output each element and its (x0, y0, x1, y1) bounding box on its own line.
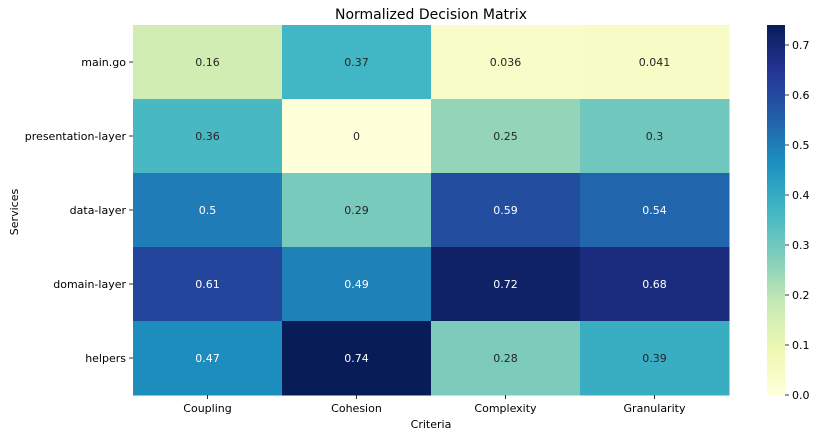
heatmap-cell-presentation-layer-coupling (133, 99, 283, 174)
cell-value-label: 0.25 (493, 130, 518, 143)
y-tick-label-main-go: main.go (81, 56, 126, 69)
heatmap-cell-main-go-cohesion (282, 25, 432, 100)
cell-value-label: 0.3 (646, 130, 664, 143)
cell-value-label: 0.74 (344, 352, 369, 365)
y-tick-label-data-layer: data-layer (70, 204, 127, 217)
x-tick-label-coupling: Coupling (183, 402, 231, 415)
cell-value-label: 0.59 (493, 204, 518, 217)
chart-title: Normalized Decision Matrix (335, 7, 527, 23)
x-tick-label-complexity: Complexity (474, 402, 537, 415)
y-axis: main.go presentation-layer data-layer domai… (25, 56, 133, 365)
cell-value-label: 0.37 (344, 56, 369, 69)
heatmap-cell-data-layer-granularity (580, 173, 730, 248)
colorbar-tick-label: 0.2 (792, 289, 810, 302)
cell-value-label: 0.36 (195, 130, 220, 143)
cell-value-label: 0.29 (344, 204, 369, 217)
colorbar-tick-label: 0.7 (792, 39, 810, 52)
heatmap-cell-helpers-coupling (133, 321, 283, 396)
heatmap-cell-data-layer-coupling (133, 173, 283, 248)
x-tick-label-cohesion: Cohesion (331, 402, 382, 415)
y-tick-label-presentation-layer: presentation-layer (25, 130, 127, 143)
heatmap-cell-domain-layer-coupling (133, 247, 283, 322)
cell-value-label: 0.68 (642, 278, 667, 291)
x-tick-label-granularity: Granularity (624, 402, 686, 415)
colorbar: 0.0 0.1 0.2 0.3 0.4 0.5 0.6 0.7 (767, 25, 810, 402)
heatmap-cell-presentation-layer-complexity (431, 99, 581, 174)
heatmap-cell-presentation-layer-cohesion (282, 99, 432, 174)
colorbar-tick-label: 0.1 (792, 339, 810, 352)
heatmap-cell-data-layer-complexity (431, 173, 581, 248)
heatmap-cell-domain-layer-complexity (431, 247, 581, 322)
y-axis-label: Services (8, 189, 21, 236)
heatmap-cell-presentation-layer-granularity (580, 99, 730, 174)
heatmap-cell-domain-layer-cohesion (282, 247, 432, 322)
colorbar-gradient (767, 25, 785, 395)
cell-value-label: 0.54 (642, 204, 667, 217)
heatmap-cell-helpers-granularity (580, 321, 730, 396)
cell-value-label: 0.61 (195, 278, 220, 291)
colorbar-tick-label: 0.6 (792, 89, 810, 102)
heatmap-cell-helpers-cohesion (282, 321, 432, 396)
heatmap-cell-main-go-complexity (431, 25, 581, 100)
cell-value-label: 0.49 (344, 278, 369, 291)
y-tick-label-domain-layer: domain-layer (53, 278, 126, 291)
cell-value-label: 0.5 (199, 204, 217, 217)
x-axis-label: Criteria (411, 418, 452, 431)
heatmap-cell-helpers-complexity (431, 321, 581, 396)
colorbar-tick-label: 0.3 (792, 239, 810, 252)
heatmap-cell-data-layer-cohesion (282, 173, 432, 248)
x-axis: Coupling Cohesion Complexity Granularity (183, 395, 686, 415)
cell-value-label: 0 (353, 130, 360, 143)
cell-value-label: 0.16 (195, 56, 220, 69)
colorbar-tick-label: 0.4 (792, 189, 810, 202)
heatmap-cell-main-go-coupling (133, 25, 283, 100)
cell-value-label: 0.72 (493, 278, 518, 291)
colorbar-tick-label: 0.5 (792, 139, 810, 152)
heatmap-cells: 0.16 0.37 0.036 0.041 0.36 0 0.25 0.3 0.5 0.29 0.5… (133, 25, 730, 396)
cell-value-label: 0.041 (639, 56, 671, 69)
y-tick-label-helpers: helpers (85, 352, 126, 365)
cell-value-label: 0.036 (490, 56, 522, 69)
heatmap-cell-domain-layer-granularity (580, 247, 730, 322)
cell-value-label: 0.39 (642, 352, 667, 365)
colorbar-tick-label: 0.0 (792, 389, 810, 402)
cell-value-label: 0.47 (195, 352, 220, 365)
cell-value-label: 0.28 (493, 352, 518, 365)
heatmap-cell-main-go-granularity (580, 25, 730, 100)
